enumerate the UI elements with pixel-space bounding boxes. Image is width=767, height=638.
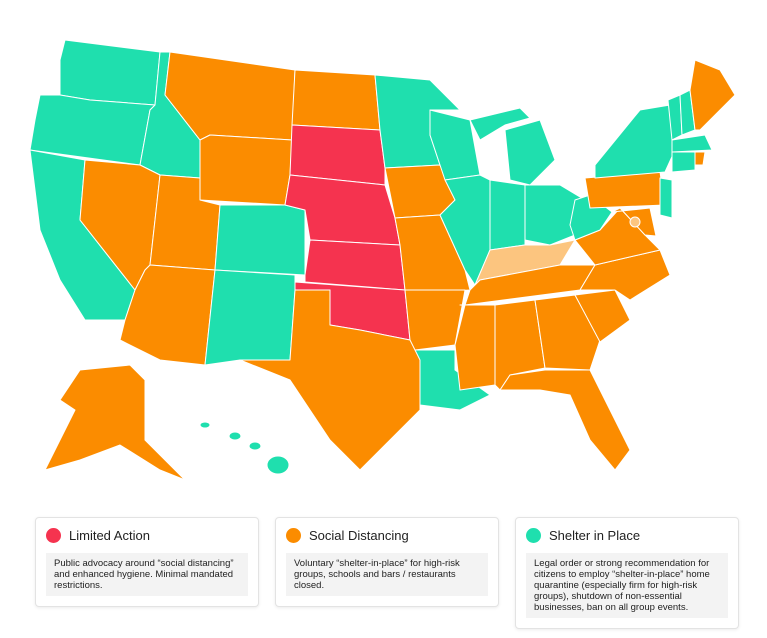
legend-swatch	[286, 527, 301, 543]
state	[248, 441, 262, 451]
state	[44, 364, 186, 481]
state	[454, 304, 496, 391]
legend-label: Limited Action	[69, 527, 150, 543]
state	[199, 134, 293, 206]
state	[291, 69, 381, 131]
us-map	[29, 39, 736, 481]
legend-card: Limited Action Public advocacy around “s…	[35, 517, 259, 607]
state	[629, 216, 641, 228]
state	[689, 59, 736, 131]
state	[204, 269, 296, 366]
state	[574, 289, 631, 343]
state	[289, 124, 386, 186]
legend-label: Social Distancing	[309, 527, 409, 543]
state	[594, 104, 676, 179]
state	[659, 177, 673, 219]
legend-card: Social Distancing Voluntary “shelter-in-…	[275, 517, 499, 607]
legend-description: Legal order or strong recommendation for…	[526, 553, 728, 618]
legend-swatch	[46, 527, 61, 543]
state	[414, 349, 491, 411]
state	[671, 151, 696, 173]
state	[214, 204, 306, 276]
state	[266, 455, 290, 475]
state	[499, 369, 631, 471]
legend-swatch	[526, 527, 541, 543]
legend-description: Voluntary “shelter-in-place” for high-ri…	[286, 553, 488, 596]
legend-card: Shelter in Place Legal order or strong r…	[515, 517, 739, 629]
state	[671, 134, 713, 153]
legend-description: Public advocacy around “social distancin…	[46, 553, 248, 596]
legend-label: Shelter in Place	[549, 527, 641, 543]
state	[199, 421, 211, 429]
state	[534, 294, 601, 371]
state	[504, 119, 556, 186]
state	[404, 289, 466, 351]
state	[694, 151, 706, 166]
state	[228, 431, 242, 441]
state	[469, 107, 531, 141]
state	[239, 289, 421, 471]
state	[59, 39, 161, 106]
state	[304, 239, 406, 291]
state	[489, 179, 526, 251]
